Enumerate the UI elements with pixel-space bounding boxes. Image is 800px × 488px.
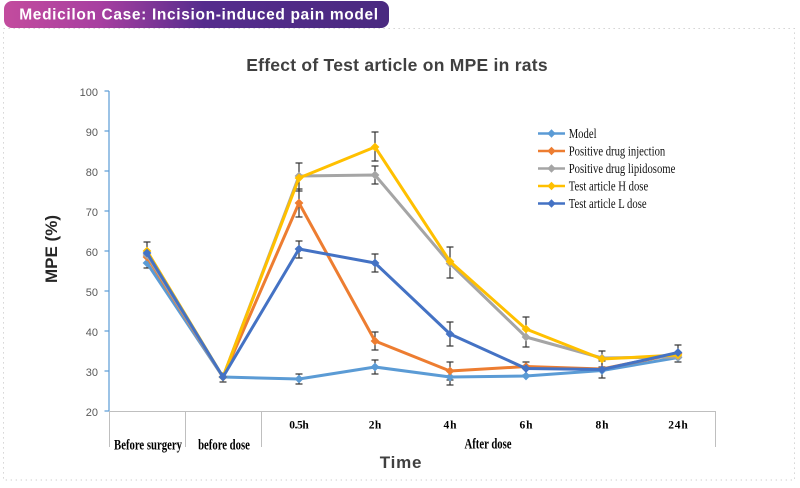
svg-text:40: 40 [86, 327, 98, 339]
svg-text:MPE (%): MPE (%) [42, 215, 61, 283]
svg-text:8h: 8h [596, 420, 610, 432]
svg-text:Effect of Test article on MPE: Effect of Test article on MPE in rats [246, 55, 548, 75]
svg-text:20: 20 [86, 407, 98, 419]
svg-text:0.5h: 0.5h [289, 420, 309, 432]
svg-text:50: 50 [86, 287, 98, 299]
svg-text:4h: 4h [444, 420, 458, 432]
svg-text:90: 90 [86, 127, 98, 139]
svg-text:before dose: before dose [198, 436, 250, 453]
svg-text:2h: 2h [369, 420, 382, 432]
svg-text:Positive drug lipidosome: Positive drug lipidosome [569, 161, 676, 177]
svg-text:60: 60 [86, 247, 98, 259]
svg-text:Medicilon Case: Incision-induc: Medicilon Case: Incision-induced pain mo… [19, 7, 379, 24]
svg-text:Test article L dose: Test article L dose [569, 196, 647, 212]
svg-text:80: 80 [86, 167, 98, 179]
svg-text:Before surgery: Before surgery [114, 436, 182, 453]
svg-text:Positive drug injection: Positive drug injection [569, 143, 666, 159]
svg-text:Time: Time [380, 453, 423, 472]
svg-text:Model: Model [569, 126, 597, 142]
svg-text:6h: 6h [520, 420, 534, 432]
svg-text:30: 30 [86, 367, 98, 379]
svg-text:Test article H dose: Test article H dose [569, 178, 649, 194]
svg-text:100: 100 [80, 87, 98, 99]
svg-text:70: 70 [86, 207, 98, 219]
svg-text:24h: 24h [668, 420, 688, 432]
svg-text:After dose: After dose [464, 435, 511, 452]
